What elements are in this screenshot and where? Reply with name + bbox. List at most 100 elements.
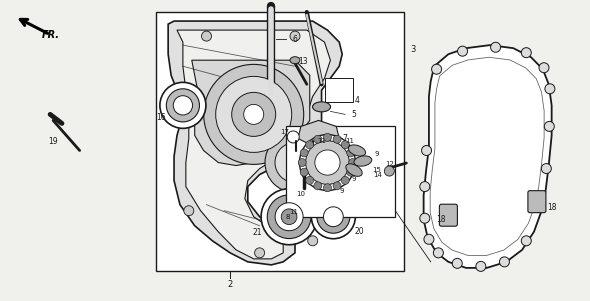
Circle shape (275, 203, 303, 231)
Circle shape (306, 141, 314, 149)
Circle shape (290, 31, 300, 41)
Circle shape (173, 96, 192, 115)
Text: 6: 6 (293, 35, 297, 44)
FancyBboxPatch shape (528, 191, 546, 213)
Circle shape (539, 63, 549, 73)
Circle shape (232, 92, 276, 136)
Text: 14: 14 (373, 172, 382, 178)
Text: 12: 12 (385, 161, 394, 167)
Circle shape (323, 184, 332, 192)
Circle shape (300, 149, 308, 157)
Circle shape (341, 141, 349, 149)
Text: 21: 21 (253, 228, 262, 237)
Text: 9: 9 (340, 188, 345, 194)
Text: 18: 18 (437, 215, 446, 224)
FancyBboxPatch shape (440, 204, 457, 226)
Circle shape (287, 131, 299, 143)
Circle shape (216, 76, 291, 152)
Circle shape (458, 46, 467, 56)
Circle shape (317, 200, 350, 233)
Circle shape (522, 236, 531, 246)
Circle shape (184, 206, 194, 216)
Circle shape (323, 133, 332, 141)
Circle shape (160, 82, 206, 128)
Circle shape (347, 168, 355, 176)
Text: 15: 15 (372, 167, 381, 173)
Text: 13: 13 (298, 57, 307, 66)
Text: 4: 4 (355, 96, 359, 105)
Text: 20: 20 (355, 227, 364, 236)
Bar (156, 12, 404, 271)
Circle shape (300, 168, 308, 176)
Text: 2: 2 (228, 280, 232, 289)
Circle shape (333, 135, 341, 143)
Ellipse shape (348, 145, 366, 156)
Polygon shape (298, 120, 339, 144)
Circle shape (347, 149, 355, 157)
Text: 19: 19 (48, 137, 58, 146)
Polygon shape (424, 45, 552, 268)
Circle shape (308, 236, 317, 246)
Circle shape (255, 248, 264, 258)
Circle shape (545, 84, 555, 94)
Circle shape (420, 213, 430, 223)
Text: 11: 11 (345, 138, 355, 144)
Text: 16: 16 (156, 113, 166, 122)
Circle shape (300, 135, 355, 191)
Circle shape (315, 150, 340, 175)
Circle shape (536, 200, 545, 210)
Circle shape (244, 104, 264, 124)
Circle shape (333, 182, 341, 190)
Circle shape (500, 257, 509, 267)
Text: 3: 3 (410, 45, 416, 54)
Circle shape (267, 195, 311, 239)
Polygon shape (192, 60, 310, 166)
Text: 10: 10 (296, 191, 306, 197)
Circle shape (420, 182, 430, 192)
Circle shape (202, 31, 211, 41)
Text: 5: 5 (352, 110, 356, 119)
Circle shape (522, 48, 531, 58)
Circle shape (275, 143, 315, 182)
Circle shape (281, 209, 297, 225)
Text: 18: 18 (547, 203, 556, 212)
Circle shape (261, 189, 317, 245)
Circle shape (166, 89, 199, 122)
Circle shape (422, 145, 431, 156)
Circle shape (434, 248, 443, 258)
Circle shape (476, 261, 486, 272)
Ellipse shape (290, 57, 300, 64)
Circle shape (204, 64, 304, 164)
Circle shape (453, 258, 462, 268)
Text: 9: 9 (374, 150, 379, 157)
Text: 11: 11 (317, 138, 326, 144)
Circle shape (265, 132, 325, 193)
Circle shape (491, 42, 500, 52)
Circle shape (323, 207, 343, 227)
Circle shape (349, 159, 356, 166)
Text: 17: 17 (280, 129, 289, 135)
Text: 11: 11 (289, 209, 299, 215)
Circle shape (314, 135, 322, 143)
Circle shape (542, 163, 551, 174)
Circle shape (306, 176, 314, 184)
Circle shape (299, 159, 306, 166)
Circle shape (312, 195, 355, 239)
Circle shape (545, 121, 554, 132)
Bar (324, 78, 352, 102)
Text: 9: 9 (352, 176, 356, 182)
Text: 8: 8 (286, 214, 290, 220)
Bar (286, 126, 395, 217)
Ellipse shape (313, 102, 330, 112)
Polygon shape (168, 21, 342, 265)
Ellipse shape (346, 164, 362, 176)
Text: 7: 7 (343, 134, 348, 143)
Ellipse shape (354, 156, 372, 166)
Circle shape (384, 166, 394, 176)
Polygon shape (177, 30, 330, 259)
Circle shape (424, 234, 434, 244)
Circle shape (432, 64, 441, 74)
Circle shape (314, 182, 322, 190)
Text: FR.: FR. (41, 30, 60, 40)
Circle shape (341, 176, 349, 184)
